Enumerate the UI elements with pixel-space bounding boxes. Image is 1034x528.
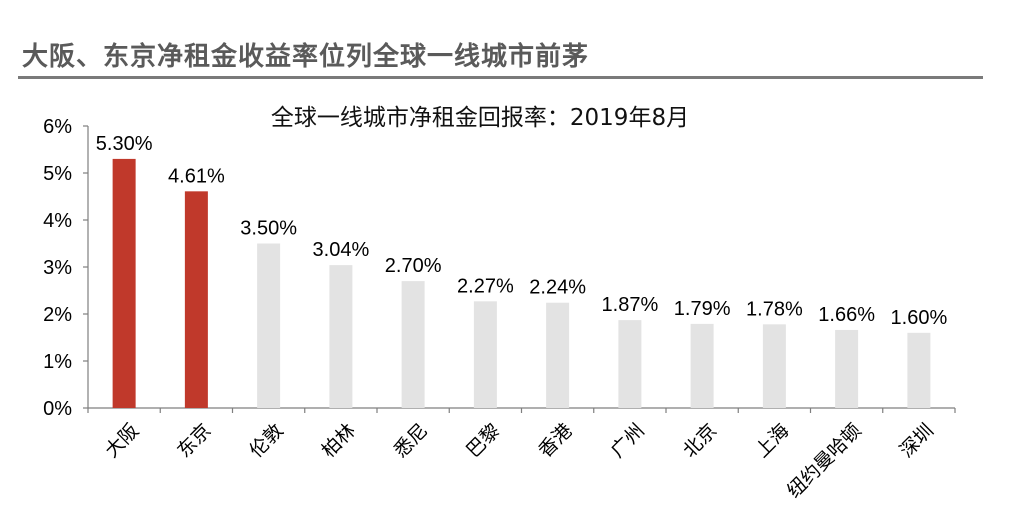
bar-7 [618,320,642,408]
y-tick-label: 1% [43,351,72,373]
category-label-3: 柏林 [318,420,360,462]
category-label-6: 香港 [534,420,576,462]
data-label-5: 2.27% [457,275,514,297]
y-axis: 0% 1% 2% 3% 4% 5% 6% [43,116,89,420]
bar-10 [835,329,859,408]
category-label-9: 上海 [751,420,793,462]
bar-5 [473,301,497,408]
bar-8 [690,323,714,408]
data-label-8: 1.79% [674,298,731,320]
data-label-10: 1.66% [818,304,875,326]
data-label-3: 3.04% [313,239,370,261]
bar-3 [329,265,353,408]
data-label-1: 4.61% [168,165,225,187]
header-rule [18,76,983,79]
header-title: 大阪、东京净租金收益率位列全球一线城市前茅 [22,42,590,72]
y-tick-label: 2% [43,304,72,326]
category-label-5: 巴黎 [462,420,504,462]
data-label-11: 1.60% [891,307,948,329]
y-tick-label: 5% [43,163,72,185]
bar-0 [112,158,136,408]
category-label-0: 大阪 [101,420,143,462]
bar-1 [184,191,208,408]
category-label-2: 伦敦 [245,420,287,462]
category-label-10: 纽约曼哈顿 [783,420,866,503]
bar-4 [401,281,425,408]
data-label-7: 1.87% [602,294,659,316]
data-label-6: 2.24% [529,277,586,299]
data-label-9: 1.78% [746,298,803,320]
bar-11 [907,332,931,408]
bar-6 [546,302,570,408]
bar-2 [257,243,281,408]
category-label-4: 悉尼 [390,420,432,462]
category-label-11: 深圳 [896,420,938,462]
category-label-7: 广州 [607,420,649,462]
data-label-2: 3.50% [240,218,297,240]
x-axis [87,407,956,413]
y-tick-label: 6% [43,116,72,138]
category-label-1: 东京 [173,420,215,462]
y-tick-label: 4% [43,210,72,232]
data-labels: 5.30% 4.61% 3.50% 3.04% 2.70% 2.27% 2.24% 1.87%… [96,133,948,329]
y-tick-label: 0% [43,398,72,420]
category-label-8: 北京 [679,420,721,462]
data-label-0: 5.30% [96,133,153,155]
bars [112,158,931,408]
chart-title: 全球一线城市净租金回报率：2019年8月 [271,105,689,131]
bar-9 [762,324,786,408]
y-tick-label: 3% [43,257,72,279]
data-label-4: 2.70% [385,255,442,277]
